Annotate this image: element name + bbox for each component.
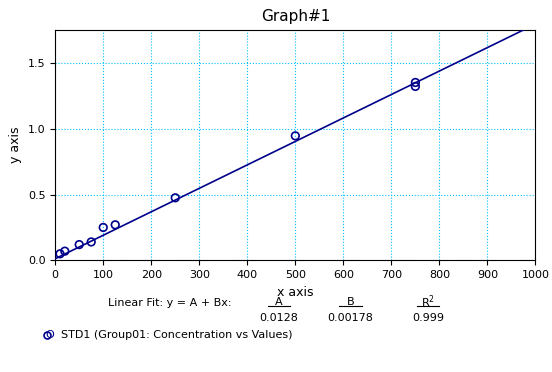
Point: [87, 239, 95, 245]
X-axis label: x axis: x axis: [277, 286, 314, 299]
Point: [291, 133, 300, 139]
Point: [111, 222, 120, 228]
Point: [75, 241, 84, 247]
Text: O: O: [45, 330, 54, 340]
Point: [531, 23, 540, 29]
Text: R$^{2}$: R$^{2}$: [421, 294, 435, 310]
Text: A: A: [275, 297, 283, 307]
Point: [411, 83, 420, 89]
Point: [60, 248, 69, 254]
Point: [99, 224, 108, 230]
Point: [171, 195, 180, 201]
Point: [411, 80, 420, 86]
Text: 0.999: 0.999: [412, 313, 444, 323]
Text: Linear Fit: y = A + Bx:: Linear Fit: y = A + Bx:: [108, 298, 232, 308]
Text: 0.00178: 0.00178: [327, 313, 374, 323]
Text: 0.0128: 0.0128: [259, 313, 298, 323]
Title: Graph#1: Graph#1: [261, 9, 330, 25]
Y-axis label: y axis: y axis: [9, 127, 22, 163]
Point: [56, 251, 65, 257]
Text: B: B: [347, 297, 354, 307]
Text: STD1 (Group01: Concentration vs Values): STD1 (Group01: Concentration vs Values): [61, 330, 292, 340]
